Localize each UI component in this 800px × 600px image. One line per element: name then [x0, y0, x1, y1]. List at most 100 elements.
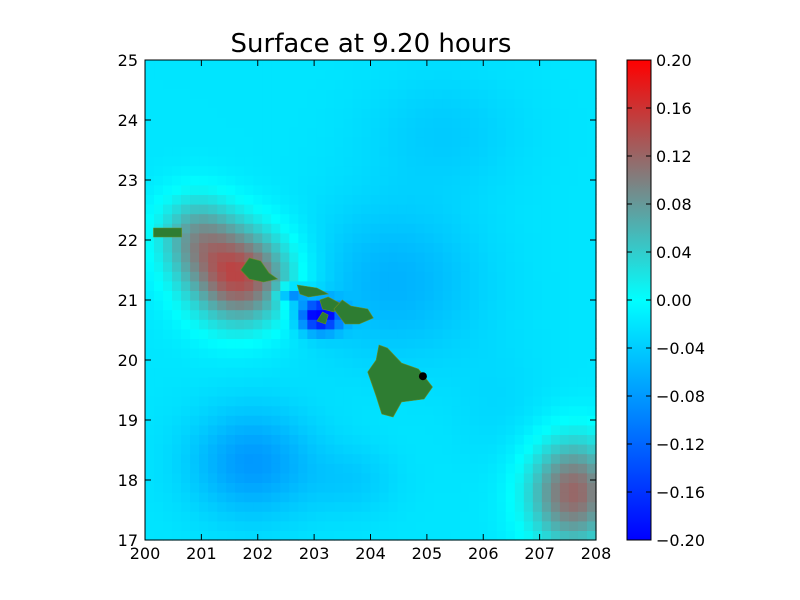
heatmap-cell [370, 69, 381, 80]
heatmap-cell [478, 127, 489, 138]
heatmap-cell [424, 127, 435, 138]
heatmap-cell [253, 252, 263, 263]
heatmap-cell [352, 319, 363, 330]
island-kauai [240, 257, 279, 283]
heatmap-cell [235, 511, 245, 522]
heatmap-cell [487, 79, 498, 90]
heatmap-cell [370, 204, 381, 215]
heatmap-cell [154, 60, 164, 71]
heatmap-cell [406, 501, 417, 512]
heatmap-cell [577, 194, 588, 205]
heatmap-cell [424, 348, 435, 359]
heatmap-cell [397, 136, 408, 147]
heatmap-cell [199, 472, 209, 483]
heatmap-cell [334, 319, 345, 330]
heatmap-cell [559, 242, 570, 253]
heatmap-cell [478, 290, 489, 301]
heatmap-cell [253, 98, 263, 109]
heatmap-cell [316, 511, 326, 522]
heatmap-cell [586, 348, 597, 359]
heatmap-cell [235, 348, 245, 359]
island-maui [333, 299, 374, 325]
heatmap-cell [379, 232, 390, 243]
heatmap-cell [154, 386, 164, 397]
heatmap-cell [343, 501, 354, 512]
heatmap-cell [271, 338, 281, 349]
heatmap-cell [406, 415, 417, 426]
heatmap-cell [289, 242, 299, 253]
heatmap-cell [478, 300, 489, 311]
heatmap-cell [226, 280, 236, 291]
heatmap-cell [163, 156, 173, 167]
heatmap-cell [316, 415, 326, 426]
heatmap-cell [343, 367, 354, 378]
heatmap-cell [244, 319, 254, 330]
heatmap-cell [577, 280, 588, 291]
heatmap-cell [226, 520, 236, 531]
heatmap-cell [271, 511, 281, 522]
heatmap-cell [244, 348, 254, 359]
heatmap-cell [181, 300, 191, 311]
heatmap-cell [442, 463, 453, 474]
heatmap-cell [145, 424, 155, 435]
heatmap-cell [190, 280, 200, 291]
heatmap-cell [460, 338, 471, 349]
heatmap-cell [451, 300, 462, 311]
heatmap-cell [370, 127, 381, 138]
heatmap-cell [460, 98, 471, 109]
heatmap-cell [415, 309, 426, 320]
heatmap-cell [262, 453, 272, 464]
heatmap-cell [190, 60, 200, 71]
heatmap-cell [190, 79, 200, 90]
heatmap-cell [577, 472, 588, 483]
heatmap-cell [307, 492, 317, 503]
heatmap-cell [532, 290, 543, 301]
heatmap-cell [460, 328, 471, 339]
heatmap-cell [343, 319, 354, 330]
heatmap-cell [478, 204, 489, 215]
heatmap-cell [307, 338, 317, 349]
heatmap-cell [352, 136, 363, 147]
heatmap-cell [379, 108, 390, 119]
heatmap-cell [424, 520, 435, 531]
heatmap-cell [559, 156, 570, 167]
heatmap-cell [406, 232, 417, 243]
heatmap-cell [271, 348, 281, 359]
heatmap-cell [442, 300, 453, 311]
heatmap-cell [145, 127, 155, 138]
heatmap-cell [550, 136, 561, 147]
heatmap-cell [181, 501, 191, 512]
heatmap-cell [244, 386, 254, 397]
heatmap-cell [532, 453, 543, 464]
heatmap-cell [289, 290, 299, 301]
heatmap-cell [307, 367, 317, 378]
heatmap-cell [478, 280, 489, 291]
heatmap-cell [271, 146, 281, 157]
heatmap-cell [433, 300, 444, 311]
heatmap-cell [190, 530, 200, 541]
heatmap-cell [433, 184, 444, 195]
heatmap-cell [514, 386, 525, 397]
heatmap-cell [487, 319, 498, 330]
heatmap-cell [217, 98, 227, 109]
heatmap-cell [361, 434, 372, 445]
heatmap-cell [442, 444, 453, 455]
heatmap-cell [379, 472, 390, 483]
heatmap-cell [145, 357, 155, 368]
heatmap-cell [406, 290, 417, 301]
heatmap-cell [307, 328, 317, 339]
heatmap-cell [505, 156, 516, 167]
heatmap-cell [325, 348, 336, 359]
heatmap-cell [523, 453, 534, 464]
heatmap-cell [577, 319, 588, 330]
heatmap-cell [433, 156, 444, 167]
heatmap-cell [280, 338, 290, 349]
heatmap-cell [487, 472, 498, 483]
heatmap-cell [226, 463, 236, 474]
x-tick-label: 205 [412, 544, 443, 563]
heatmap-cell [181, 472, 191, 483]
heatmap-cell [172, 127, 182, 138]
heatmap-cell [460, 261, 471, 272]
heatmap-cell [172, 482, 182, 493]
heatmap-cell [334, 98, 345, 109]
